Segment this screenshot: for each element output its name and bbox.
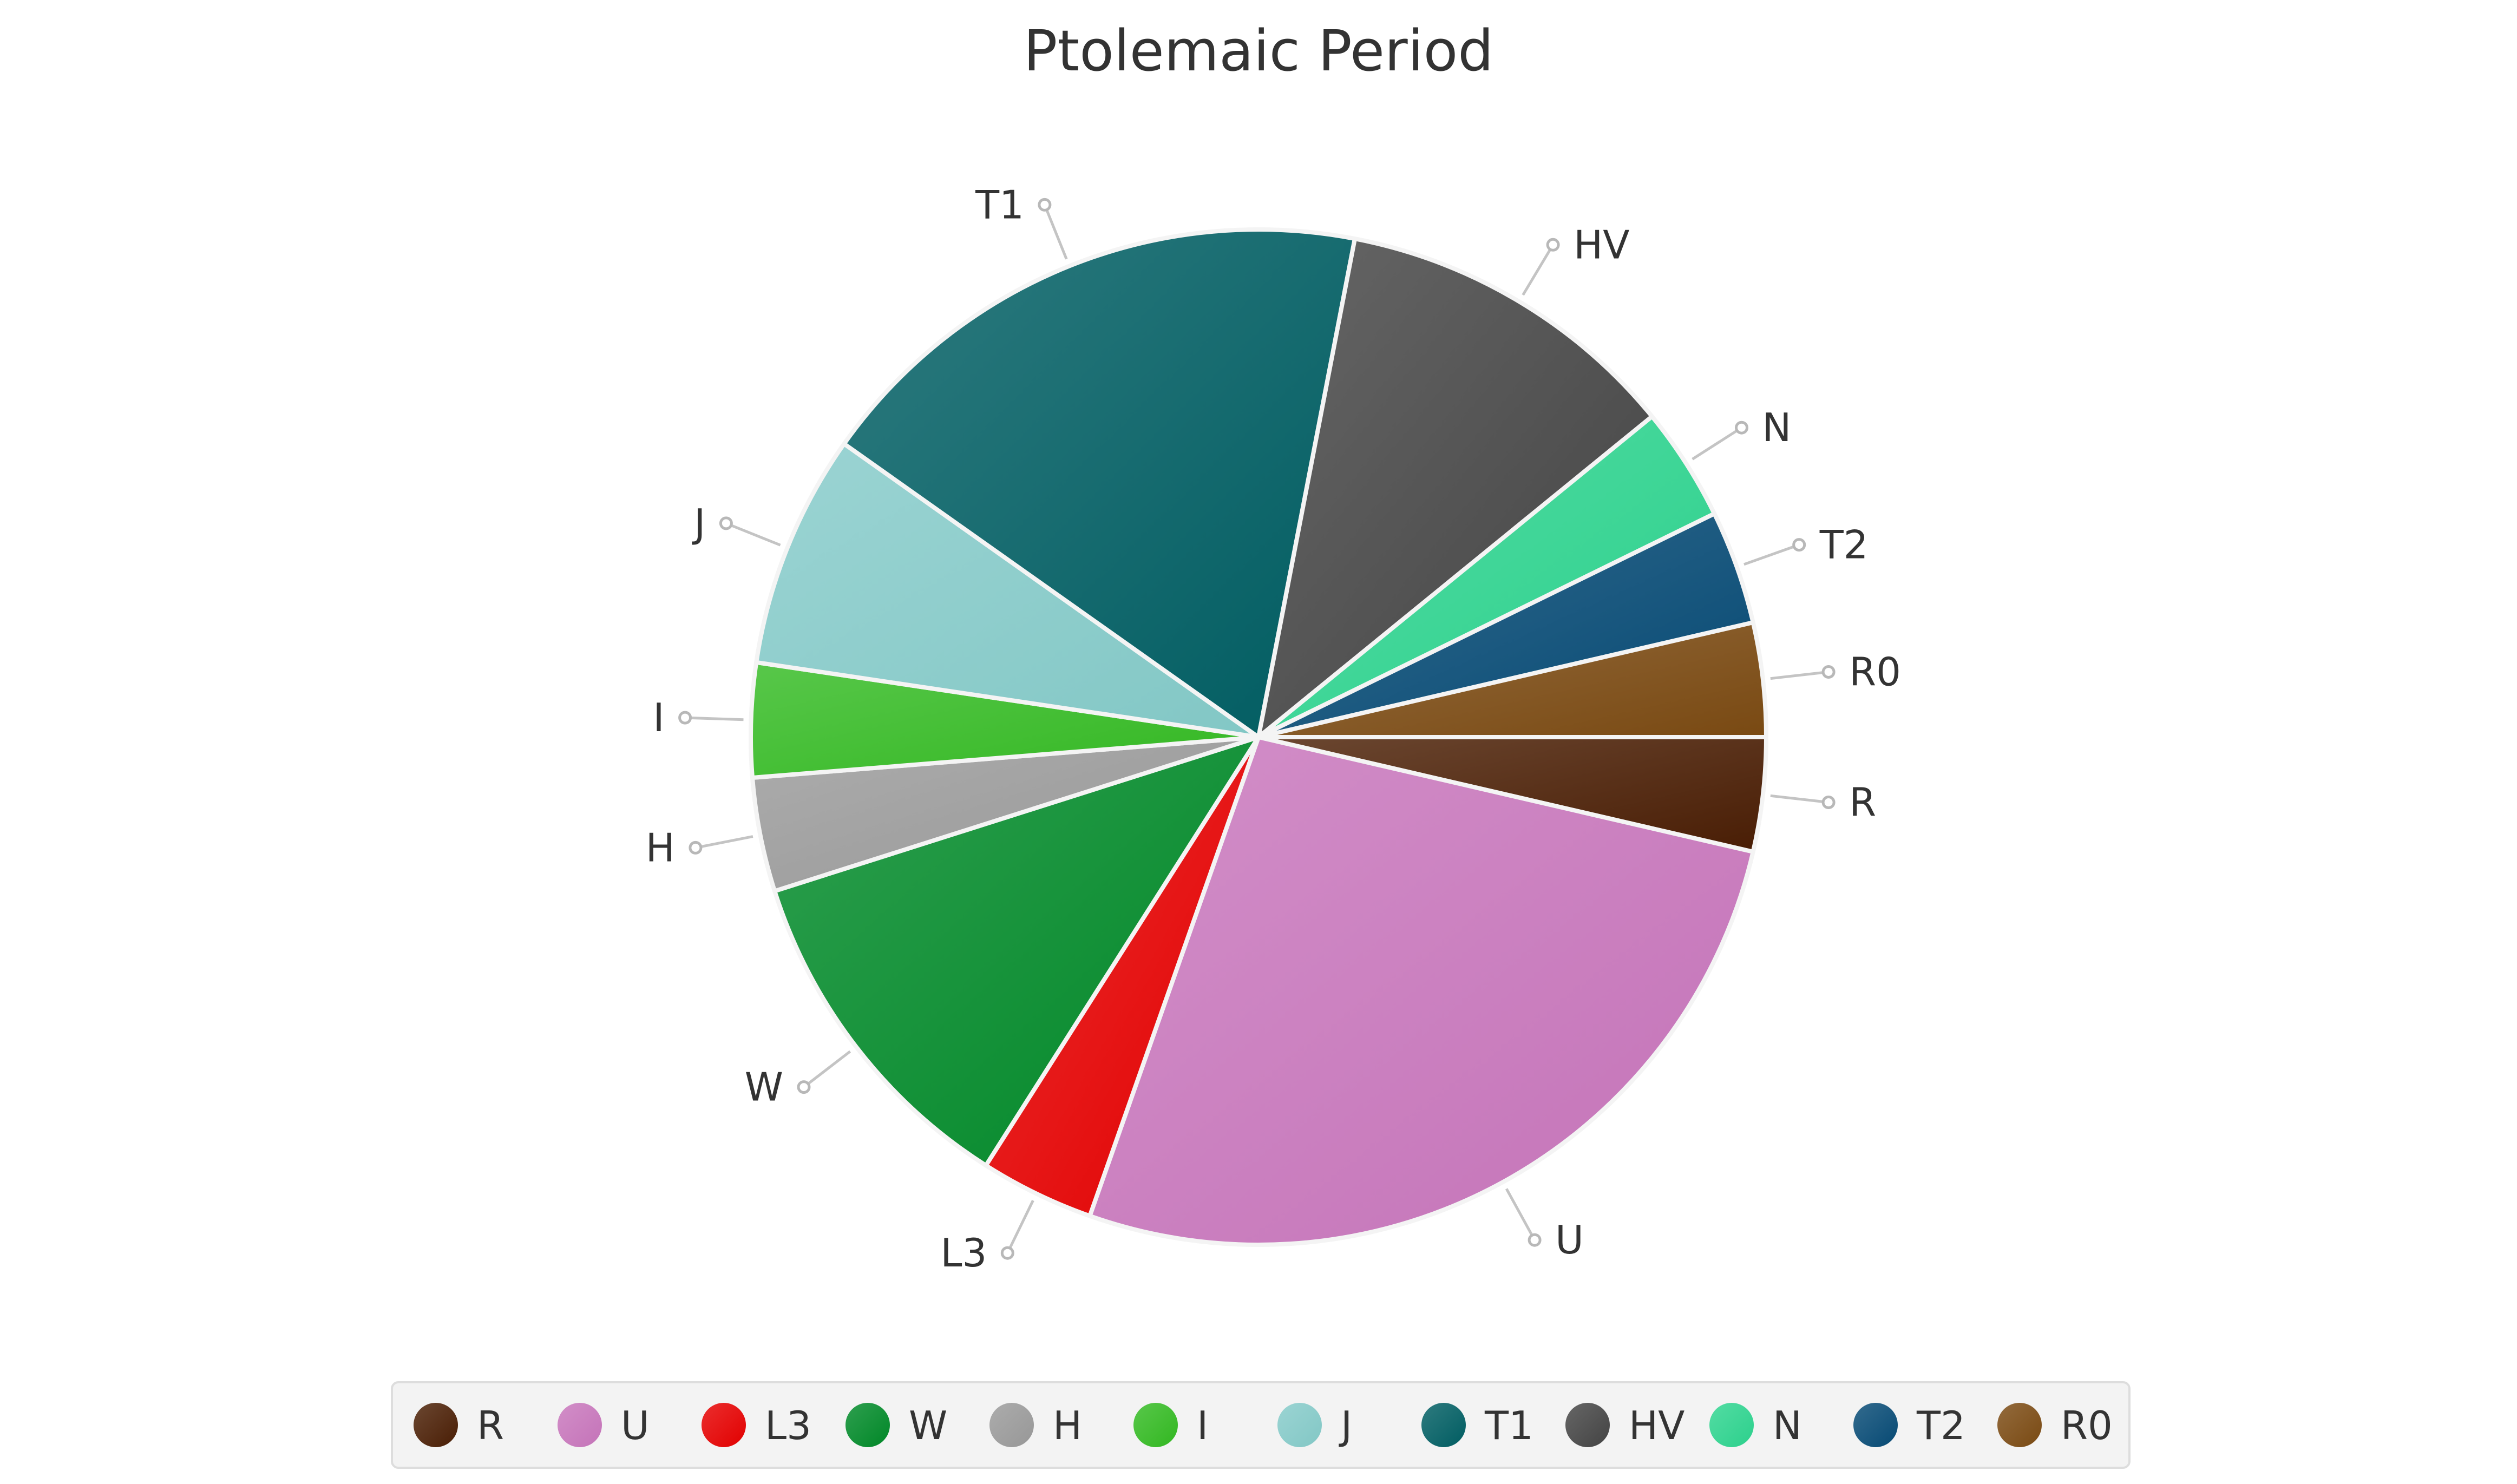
- slice-label-w: W: [745, 1065, 783, 1110]
- legend-item-n[interactable]: N: [1709, 1403, 1802, 1448]
- leader-marker: [797, 1080, 811, 1094]
- legend-item-l3[interactable]: L3: [702, 1403, 811, 1448]
- legend-label: R: [477, 1403, 504, 1448]
- legend-swatch: [1997, 1403, 2042, 1447]
- legend-swatch: [1133, 1403, 1178, 1447]
- leader-marker: [719, 516, 733, 530]
- leader-line: [1770, 671, 1829, 680]
- leader-line: [695, 835, 753, 849]
- slice-label-h: H: [646, 825, 675, 870]
- slice-label-j: J: [692, 501, 705, 546]
- legend-item-w[interactable]: W: [845, 1403, 947, 1448]
- pie-slice-h[interactable]: [750, 735, 1261, 894]
- legend-swatch: [1565, 1403, 1610, 1447]
- legend-label: H: [1053, 1403, 1082, 1448]
- slice-label-n: N: [1762, 405, 1792, 450]
- leader-line: [1505, 1188, 1536, 1241]
- pie-slices: [748, 227, 1768, 1247]
- pie-slice-j[interactable]: [754, 442, 1261, 739]
- legend-label: J: [1339, 1403, 1352, 1448]
- legend-item-h[interactable]: H: [989, 1403, 1082, 1448]
- leader-marker: [678, 711, 692, 725]
- legend-item-t2[interactable]: T2: [1853, 1403, 1965, 1448]
- legend-label: L3: [765, 1403, 811, 1448]
- pie-slice-t2[interactable]: [1256, 511, 1755, 739]
- legend-item-r[interactable]: R: [414, 1403, 504, 1448]
- leader-line: [1692, 426, 1742, 461]
- slice-label-t2: T2: [1819, 522, 1869, 568]
- legend-swatch: [845, 1403, 890, 1447]
- slice-label-t1: T1: [975, 182, 1024, 227]
- legend-item-r0[interactable]: R0: [1997, 1403, 2113, 1448]
- pie-slice-t1[interactable]: [842, 227, 1357, 739]
- leader-marker: [1821, 665, 1836, 679]
- pie-slice-l3[interactable]: [984, 735, 1261, 1218]
- pie-slice-w[interactable]: [772, 735, 1261, 1168]
- leader-line: [1006, 1200, 1034, 1254]
- legend-swatch: [558, 1403, 602, 1447]
- legend-label: T2: [1916, 1403, 1965, 1448]
- leader-marker: [1000, 1246, 1014, 1260]
- pie-slice-n[interactable]: [1256, 414, 1717, 739]
- slice-label-r: R: [1849, 780, 1876, 825]
- leader-marker: [1821, 796, 1836, 809]
- leader-marker: [1038, 198, 1052, 212]
- leader-marker: [1528, 1233, 1542, 1247]
- legend-item-hv[interactable]: HV: [1565, 1403, 1684, 1448]
- slice-label-l3: L3: [940, 1230, 987, 1276]
- legend-label: N: [1773, 1403, 1802, 1448]
- pie-slice-hv[interactable]: [1256, 237, 1655, 739]
- leader-line: [803, 1050, 851, 1088]
- slice-label-r0: R0: [1849, 649, 1901, 695]
- pie-slice-i[interactable]: [748, 660, 1261, 780]
- legend-label: HV: [1629, 1403, 1684, 1448]
- legend-label: W: [909, 1403, 947, 1448]
- leader-marker: [1735, 421, 1748, 435]
- legend-label: I: [1197, 1403, 1208, 1448]
- leader-line: [1043, 204, 1068, 260]
- pie-slice-u[interactable]: [1087, 735, 1755, 1247]
- legend-swatch: [1853, 1403, 1898, 1447]
- leader-line: [725, 522, 781, 547]
- legend-swatch: [1277, 1403, 1322, 1447]
- legend-item-i[interactable]: I: [1133, 1403, 1208, 1448]
- legend-label: U: [621, 1403, 650, 1448]
- legend-swatch: [702, 1403, 746, 1447]
- pie-labels: R U L3 W H I J T1 HV N T2 R0: [646, 182, 1901, 1276]
- legend-item-j[interactable]: J: [1277, 1403, 1352, 1448]
- legend-swatch: [1709, 1403, 1754, 1447]
- leader-line: [1743, 543, 1800, 566]
- slice-label-i: I: [653, 695, 664, 740]
- leader-marker: [1546, 238, 1560, 252]
- leader-marker: [1792, 538, 1806, 552]
- legend-swatch: [989, 1403, 1034, 1447]
- legend-label: R0: [2061, 1403, 2113, 1448]
- legend-label: T1: [1484, 1403, 1533, 1448]
- leader-marker: [689, 841, 703, 855]
- leader-line: [1770, 794, 1829, 804]
- slice-label-hv: HV: [1574, 222, 1629, 267]
- legend-box: [391, 1381, 2131, 1469]
- legend-swatch: [1421, 1403, 1466, 1447]
- legend: R U L3 W H I J T1 HV N T2 R0: [391, 1381, 2131, 1469]
- leader-line: [685, 716, 744, 721]
- legend-item-u[interactable]: U: [558, 1403, 650, 1448]
- legend-swatch: [414, 1403, 458, 1447]
- leader-line: [1522, 244, 1555, 296]
- slice-label-u: U: [1555, 1217, 1584, 1263]
- pie-slice-r0[interactable]: [1256, 620, 1768, 739]
- chart-title: Ptolemaic Period: [1024, 18, 1493, 84]
- legend-item-t1[interactable]: T1: [1421, 1403, 1533, 1448]
- legend-items: R U L3 W H I J T1 HV N T2 R0: [414, 1403, 2113, 1448]
